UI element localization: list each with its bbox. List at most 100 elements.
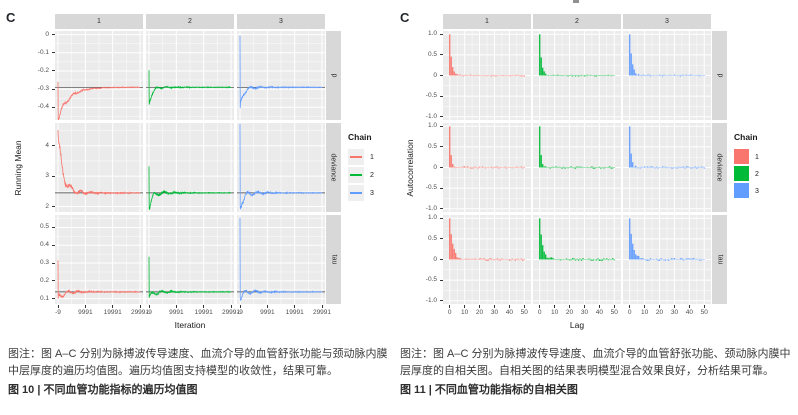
legend-key-chain-1 (348, 149, 364, 165)
x-axis-title: Lag (569, 320, 585, 330)
panel-grid (146, 31, 234, 120)
autocorrelation-panel-p-chain2 (533, 31, 621, 120)
column-facet-strip: 3 (237, 14, 325, 29)
legend-line-swatch (350, 192, 362, 194)
y-tick-mark (52, 52, 55, 54)
y-tick-label: 0.5 (427, 142, 437, 150)
figure-autocorrelation: C Autocorrelation Lag 1 2 3 p 1.0 0.5 0 -0.5 -1.0 de… (398, 4, 798, 340)
y-tick-mark (52, 262, 55, 264)
x-tick-mark (175, 305, 177, 308)
autocorrelation-panel-deviance-chain2 (533, 123, 621, 212)
x-tick-label: 19991 (103, 309, 122, 316)
row-facet-strip: deviance (326, 123, 341, 212)
y-tick-label: 1.0 (427, 30, 437, 38)
caption-left: 图注：图 A–C 分别为脉搏波传导速度、血流介导的血管舒张功能与颈动脉内膜中层厚… (8, 346, 392, 399)
panel-grid (237, 215, 325, 304)
y-tick-label: -1.0 (425, 112, 437, 120)
x-tick-mark (644, 305, 646, 308)
x-tick-label: 9991 (78, 309, 93, 316)
legend-entry-label: 3 (755, 187, 759, 195)
acf-bars-chain-3 (629, 34, 705, 77)
x-tick-mark (613, 305, 615, 308)
y-tick-mark (440, 75, 443, 76)
row-facet-strip: p (712, 31, 727, 120)
y-tick-mark (52, 206, 55, 208)
y-tick-label: 0.1 (39, 294, 49, 302)
legend-key-chain-1 (734, 149, 749, 164)
running-mean-panel-p-chain1 (55, 31, 143, 120)
x-tick-label: 50 (700, 309, 708, 316)
legend-key-chain-2 (348, 167, 364, 183)
figure-panel-label: C (6, 10, 16, 25)
row-facet-label: tau (715, 254, 723, 265)
x-tick-label: 40 (505, 309, 513, 316)
row-facet-label: p (716, 73, 723, 78)
acf-bars-chain-1 (449, 126, 525, 169)
row-facet-label: deviance (330, 153, 337, 182)
y-tick-mark (440, 187, 443, 189)
acf-bars-chain-2 (539, 126, 615, 169)
row-facet-strip: p (326, 31, 341, 120)
caption-left-note: 图注：图 A–C 分别为脉搏波传导速度、血流介导的血管舒张功能与颈动脉内膜中层厚… (8, 348, 388, 377)
y-tick-mark (52, 244, 55, 246)
x-tick-mark (688, 305, 690, 308)
y-tick-mark (440, 238, 443, 240)
y-tick-mark (440, 208, 443, 210)
x-tick-mark (203, 305, 205, 308)
autocorrelation-panel-p-chain3 (623, 31, 711, 120)
row-facet-label: p (330, 73, 337, 78)
y-tick-mark (52, 280, 55, 282)
legend-entry-label: 2 (755, 170, 759, 178)
y-tick-label: 0.5 (39, 223, 49, 231)
y-tick-mark (52, 34, 55, 36)
x-tick-label: 29991 (221, 309, 241, 316)
x-tick-label: 20 (655, 309, 664, 316)
y-tick-label: -0.5 (425, 184, 437, 192)
y-tick-label: 0.5 (427, 234, 437, 242)
x-tick-label: 0 (627, 309, 632, 316)
autocorrelation-panel-tau-chain3 (623, 215, 711, 304)
acf-bars-chain-3 (629, 218, 705, 261)
x-tick-mark (539, 305, 541, 308)
x-tick-label: 9991 (260, 309, 275, 316)
acf-bars-chain-1 (449, 218, 525, 261)
legend-entry-label: 1 (755, 153, 759, 161)
trace-chain-3 (239, 35, 323, 109)
x-tick-label: 50 (520, 309, 528, 316)
y-tick-label: -0.4 (37, 103, 49, 111)
y-tick-label: 1.0 (427, 122, 437, 130)
running-mean-panel-deviance-chain2 (146, 123, 234, 212)
row-facet-label: tau (329, 254, 337, 265)
x-tick-label: 19991 (285, 309, 304, 316)
y-tick-label: 1.0 (427, 214, 437, 222)
trace-chain-1 (57, 260, 141, 299)
x-tick-label: 30 (670, 309, 679, 316)
x-axis-title: Iteration (174, 320, 206, 330)
y-tick-label: 0 (433, 163, 437, 171)
x-tick-label: 40 (595, 309, 603, 316)
column-facet-strip: 2 (533, 14, 621, 29)
caption-right-title: 图 11 | 不同血管功能指标的自相关图 (400, 384, 578, 396)
caption-left-title: 图 10 | 不同血管功能指标的遍历均值图 (8, 384, 198, 396)
y-tick-mark (440, 116, 443, 118)
y-tick-label: 0 (433, 71, 437, 79)
legend-key-chain-2 (734, 166, 749, 181)
y-tick-mark (440, 217, 443, 219)
y-tick-label: -1.0 (425, 296, 437, 304)
running-mean-panel-tau-chain2 (146, 215, 234, 304)
x-tick-label: 10 (461, 309, 469, 316)
row-facet-strip: tau (712, 215, 727, 304)
y-tick-label: -0.3 (37, 85, 49, 93)
legend-line-swatch (350, 156, 362, 158)
y-tick-label: 3 (45, 172, 49, 180)
y-tick-mark (440, 54, 443, 56)
trace-chain-1 (57, 81, 141, 120)
y-tick-label: -0.5 (425, 92, 437, 100)
legend-entry-label: 3 (370, 190, 374, 197)
x-tick-label: 0 (537, 309, 542, 316)
x-tick-mark (449, 305, 451, 308)
autocorrelation-panel-p-chain1 (443, 31, 531, 120)
y-tick-label: -0.1 (37, 48, 49, 56)
y-tick-mark (440, 146, 443, 148)
x-tick-mark (239, 305, 241, 308)
